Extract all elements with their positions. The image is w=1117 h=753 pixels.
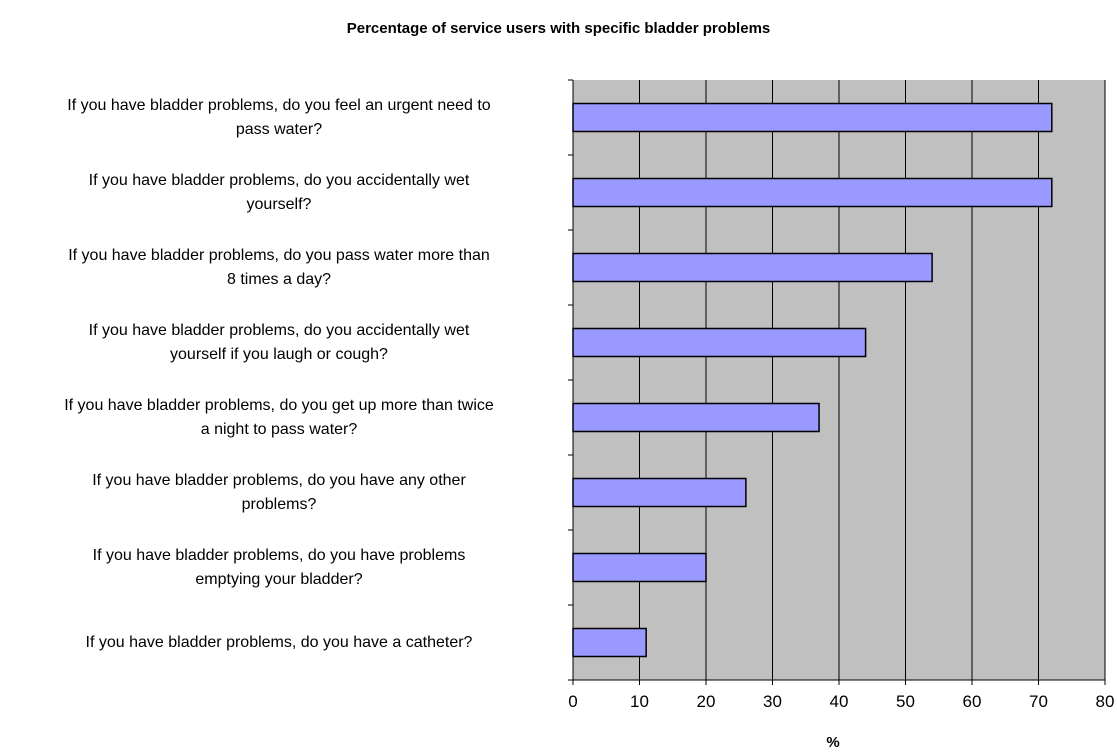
bar	[572, 327, 867, 358]
x-tick-label: 40	[829, 692, 849, 711]
bar	[572, 102, 1053, 133]
category-label-line: pass water?	[235, 120, 323, 138]
category-label: If you have bladder problems, do you pas…	[0, 244, 558, 292]
x-tick-label: 50	[896, 692, 915, 711]
x-tick-label: 30	[763, 692, 782, 711]
bars	[572, 102, 1053, 658]
category-label-line: If you have bladder problems, do you hav…	[85, 633, 473, 651]
category-label-line: a night to pass water?	[200, 420, 358, 438]
category-label: If you have bladder problems, do you fee…	[0, 94, 558, 142]
bar	[572, 402, 820, 433]
bar	[572, 177, 1053, 208]
chart-title: Percentage of service users with specifi…	[346, 20, 771, 37]
category-label-line: If you have bladder problems, do you hav…	[92, 471, 466, 489]
bar	[572, 252, 933, 283]
category-label-line: If you have bladder problems, do you get…	[64, 396, 494, 414]
x-tick-label: 70	[1029, 692, 1048, 711]
x-tick-label: 60	[962, 692, 982, 711]
category-label-line: 8 times a day?	[226, 270, 332, 288]
x-tick-label: 20	[696, 692, 716, 711]
bar	[572, 552, 707, 583]
category-label-line: If you have bladder problems, do you pas…	[68, 246, 490, 264]
x-tick-label: 10	[630, 692, 649, 711]
category-label-line: If you have bladder problems, do you hav…	[92, 546, 466, 564]
x-axis-title: %	[826, 734, 840, 751]
category-label: If you have bladder problems, do you get…	[0, 394, 558, 442]
category-label: If you have bladder problems, do you acc…	[0, 169, 558, 217]
category-label-line: yourself?	[246, 195, 312, 213]
bar	[572, 477, 747, 508]
category-label: If you have bladder problems, do you acc…	[0, 319, 558, 367]
category-label-line: yourself if you laugh or cough?	[170, 345, 388, 363]
category-label-line: If you have bladder problems, do you acc…	[88, 171, 470, 189]
category-label: If you have bladder problems, do you hav…	[0, 469, 558, 517]
x-tick-label: 0	[568, 692, 578, 711]
category-label-line: If you have bladder problems, do you acc…	[88, 321, 470, 339]
category-label-line: If you have bladder problems, do you fee…	[67, 96, 491, 114]
category-label-line: problems?	[241, 495, 317, 513]
axes	[568, 79, 1106, 685]
category-label-line: emptying your bladder?	[195, 570, 363, 588]
bar	[572, 627, 647, 658]
category-label: If you have bladder problems, do you hav…	[0, 631, 558, 655]
category-label: If you have bladder problems, do you hav…	[0, 544, 558, 592]
x-tick-label: 80	[1095, 692, 1115, 711]
